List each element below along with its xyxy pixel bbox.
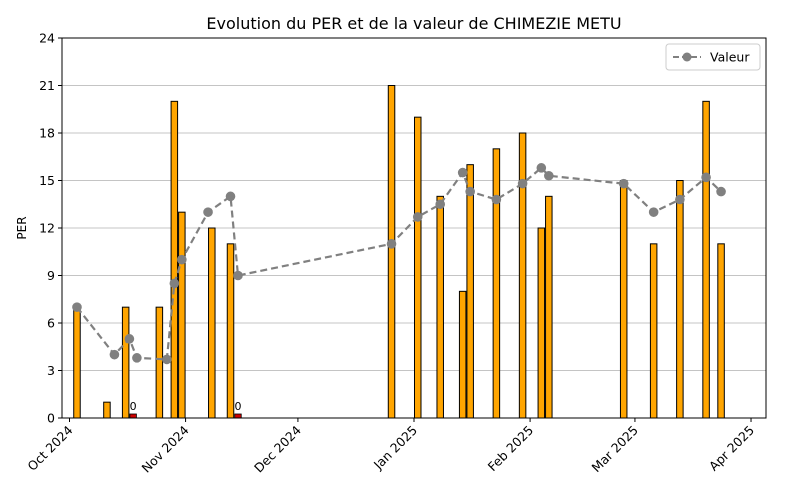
x-tick-label: Dec 2024 [251,422,304,475]
value-point [412,212,423,222]
per-bar [545,195,553,419]
per-bar [387,85,396,419]
y-tick-label: 21 [39,78,55,93]
value-point [124,334,135,344]
value-point [618,178,629,189]
y-tick-label: 12 [39,221,55,236]
per-bar [676,180,684,419]
per-bar [717,243,725,419]
y-tick-label: 24 [39,31,55,46]
y-tick-label: 15 [39,173,55,188]
per-bar [518,132,527,419]
value-point [716,186,726,197]
legend-label-valeur: Valeur [710,50,750,65]
value-point [544,170,554,181]
value-series [72,163,726,365]
value-point [109,349,120,360]
per-bar [226,243,235,419]
value-point [72,302,82,312]
y-tick-label: 3 [47,363,55,378]
y-tick-label: 18 [39,126,55,141]
value-point [177,254,187,265]
x-tick-label: Apr 2025 [706,423,757,474]
per-bar [208,227,216,419]
x-tick-label: Feb 2025 [485,423,537,475]
x-tick-label: Oct 2024 [24,422,75,473]
x-tick-label: Mar 2025 [588,423,641,476]
per-bar [619,180,628,419]
per-bar [702,100,710,419]
per-bar-data-label: 0 [235,400,242,413]
y-axis-label: PER [15,216,29,239]
value-point [701,172,711,183]
per-bar-zero [234,413,242,419]
per-bar [436,195,444,419]
per-bar [170,100,179,419]
value-point [162,354,172,365]
value-point [465,186,475,197]
legend: Valeur [665,43,761,71]
per-bar-data-label: 0 [130,400,137,413]
y-tick-label: 6 [47,316,55,331]
value-point [233,270,243,281]
per-bar [466,164,474,419]
per-bar [178,211,186,419]
value-point [435,199,446,210]
y-tick-label: 9 [47,268,55,283]
per-bar [155,306,164,419]
per-bar [649,243,658,419]
value-point [675,194,685,205]
y-axis: 0 3 6 9 12 15 18 21 24 [39,31,62,426]
per-bar-zero [129,413,137,419]
per-bar [103,401,111,419]
per-bar [492,148,501,419]
legend-marker [682,52,692,62]
legend-frame [665,43,761,71]
x-tick-label: Nov 2024 [139,422,192,475]
per-bar [413,116,422,419]
value-series-line [76,166,722,361]
value-point [536,163,547,173]
value-point [517,178,528,189]
x-tick-label: Jan 2025 [370,423,420,473]
value-point [225,191,236,202]
value-point [648,207,659,217]
value-point [203,207,213,217]
per-bar [537,227,546,419]
per-bar [121,306,130,419]
x-axis: Oct 2024 Nov 2024 Dec 2024 Jan 2025 Feb 2025… [24,418,757,476]
value-point [491,194,502,205]
value-point [132,353,142,363]
value-point [169,278,180,289]
chart-title: Evolution du PER et de la valeur de CHIM… [206,14,621,33]
per-bar [458,290,467,419]
value-point [386,239,397,249]
value-point [457,167,468,178]
y-tick-label: 0 [47,411,55,426]
per-bar [73,306,81,419]
